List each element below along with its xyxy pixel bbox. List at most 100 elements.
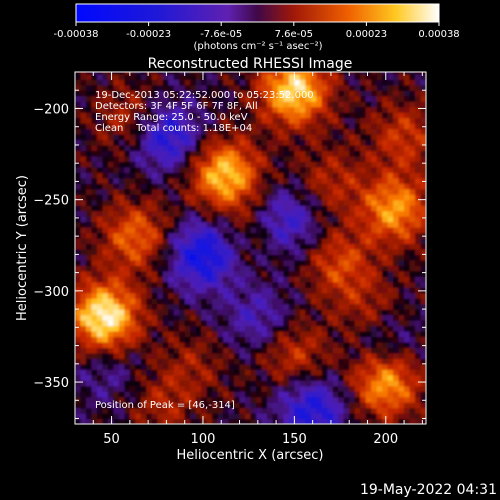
heatmap-cell	[162, 210, 169, 217]
heatmap-cell	[338, 369, 345, 376]
heatmap-cell	[184, 95, 191, 102]
heatmap-cell	[91, 221, 98, 228]
heatmap-cell	[173, 292, 180, 299]
heatmap-cell	[217, 292, 224, 299]
heatmap-cell	[228, 172, 235, 179]
heatmap-cell	[415, 232, 422, 239]
heatmap-cell	[223, 325, 230, 332]
heatmap-cell	[310, 90, 317, 97]
heatmap-cell	[272, 237, 279, 245]
heatmap-cell	[135, 112, 142, 119]
heatmap-cell	[376, 79, 383, 86]
heatmap-cell	[398, 309, 405, 316]
heatmap-cell	[80, 205, 87, 212]
heatmap-cell	[140, 402, 147, 409]
heatmap-cell	[157, 150, 164, 157]
heatmap-cell	[387, 352, 394, 359]
heatmap-cell	[85, 166, 93, 173]
heatmap-cell	[349, 144, 356, 152]
heatmap-cell	[371, 101, 378, 108]
heatmap-cell	[129, 205, 136, 212]
heatmap-cell	[162, 117, 169, 124]
heatmap-cell	[113, 243, 120, 250]
heatmap-cell	[294, 292, 301, 299]
heatmap-cell	[151, 139, 158, 146]
heatmap-cell	[179, 369, 186, 376]
heatmap-cell	[321, 177, 328, 184]
heatmap-cell	[157, 95, 164, 102]
heatmap-cell	[102, 79, 109, 86]
heatmap-cell	[354, 172, 361, 179]
heatmap-cell	[113, 298, 120, 305]
heatmap-cell	[283, 358, 290, 365]
heatmap-cell	[173, 341, 180, 348]
heatmap-cell	[118, 309, 125, 316]
heatmap-cell	[338, 150, 345, 157]
heatmap-cell	[250, 84, 257, 91]
heatmap-cell	[398, 210, 405, 217]
heatmap-cell	[404, 90, 411, 97]
heatmap-cell	[228, 325, 235, 332]
heatmap-cell	[223, 72, 230, 75]
heatmap-cell	[129, 287, 136, 294]
heatmap-cell	[234, 254, 241, 261]
heatmap-cell	[179, 101, 186, 108]
heatmap-cell	[190, 172, 197, 179]
heatmap-cell	[343, 123, 350, 130]
heatmap-cell	[338, 134, 345, 141]
heatmap-cell	[75, 84, 82, 91]
heatmap-cell	[288, 134, 295, 141]
heatmap-cell	[96, 402, 104, 409]
heatmap-cell	[173, 418, 180, 424]
heatmap-cell	[184, 402, 191, 409]
heatmap-cell	[321, 314, 328, 321]
heatmap-cell	[349, 128, 356, 135]
heatmap-cell	[206, 248, 213, 255]
heatmap-cell	[195, 303, 202, 310]
heatmap-cell	[387, 270, 394, 277]
heatmap-cell	[420, 391, 426, 398]
heatmap-cell	[376, 123, 383, 130]
heatmap-cell	[157, 172, 164, 179]
heatmap-cell	[420, 155, 426, 162]
heatmap-cell	[327, 418, 334, 424]
heatmap-cell	[360, 276, 367, 283]
heatmap-cell	[223, 402, 230, 409]
heatmap-cell	[382, 144, 389, 152]
heatmap-cell	[310, 150, 317, 157]
heatmap-cell	[294, 205, 301, 212]
heatmap-cell	[310, 396, 317, 403]
heatmap-cell	[212, 216, 219, 223]
heatmap-cell	[343, 281, 350, 288]
heatmap-cell	[223, 380, 230, 387]
heatmap-cell	[288, 128, 295, 135]
heatmap-cell	[179, 216, 186, 223]
heatmap-cell	[250, 166, 257, 173]
heatmap-cell	[118, 210, 125, 217]
heatmap-cell	[409, 216, 416, 223]
heatmap-cell	[283, 298, 290, 305]
heatmap-cell	[393, 216, 400, 223]
heatmap-cell	[245, 232, 252, 239]
heatmap-cell	[140, 287, 147, 294]
heatmap-cell	[365, 72, 372, 75]
heatmap-cell	[266, 330, 274, 338]
heatmap-cell	[162, 341, 169, 348]
heatmap-cell	[409, 232, 416, 239]
heatmap-cell	[217, 188, 224, 195]
heatmap-cell	[332, 139, 339, 146]
heatmap-cell	[354, 194, 361, 201]
heatmap-cell	[409, 380, 416, 387]
heatmap-cell	[365, 248, 372, 255]
heatmap-cell	[118, 391, 125, 398]
heatmap-cell	[277, 418, 284, 424]
heatmap-cell	[409, 374, 416, 381]
heatmap-cell	[371, 320, 378, 327]
heatmap-cell	[338, 336, 345, 343]
heatmap-cell	[135, 413, 142, 420]
heatmap-cell	[212, 243, 219, 250]
heatmap-cell	[288, 79, 295, 86]
heatmap-cell	[365, 139, 372, 146]
heatmap-cell	[217, 358, 224, 365]
heatmap-cell	[371, 237, 378, 245]
